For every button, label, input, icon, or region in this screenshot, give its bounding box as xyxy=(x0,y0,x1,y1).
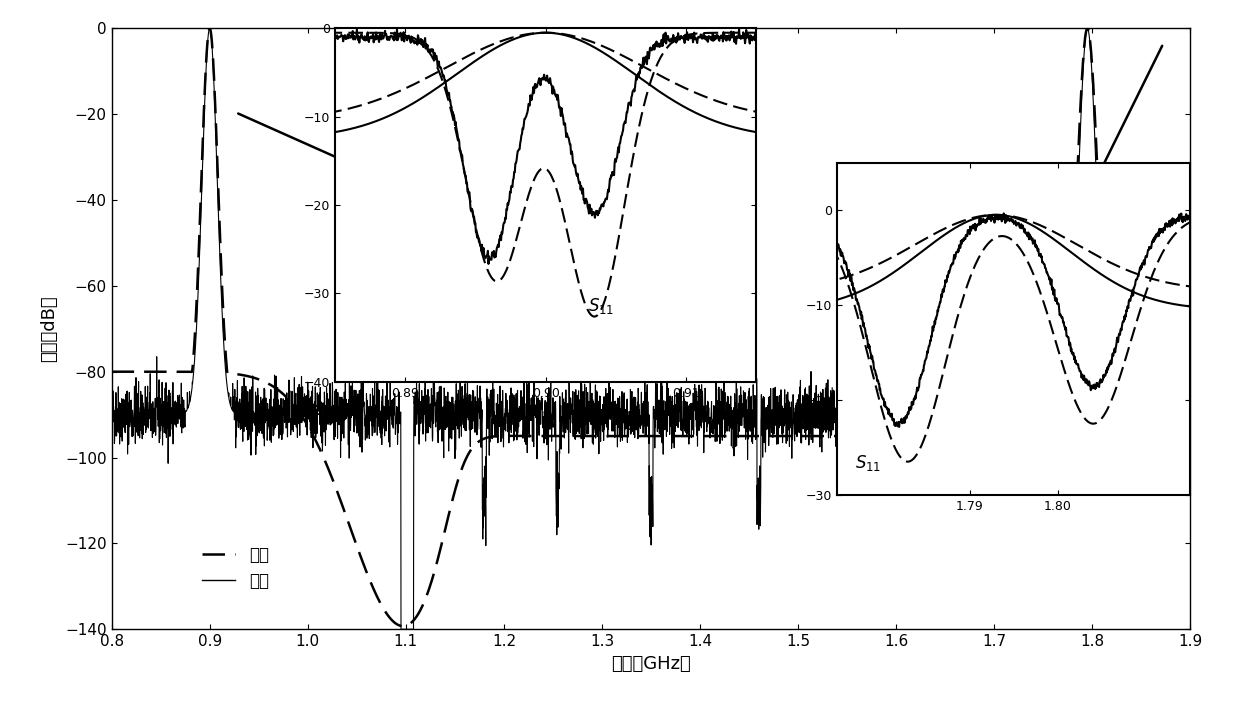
X-axis label: 频率（GHz）: 频率（GHz） xyxy=(611,655,691,672)
Text: $S_{11}$: $S_{11}$ xyxy=(854,453,880,473)
Text: $\mathbf{S_{21}}$: $\mathbf{S_{21}}$ xyxy=(298,397,331,418)
Legend: 模拟, 测量: 模拟, 测量 xyxy=(196,539,275,597)
Text: $S_{11}$: $S_{11}$ xyxy=(588,296,614,316)
Y-axis label: 幅度（dB）: 幅度（dB） xyxy=(40,296,58,362)
